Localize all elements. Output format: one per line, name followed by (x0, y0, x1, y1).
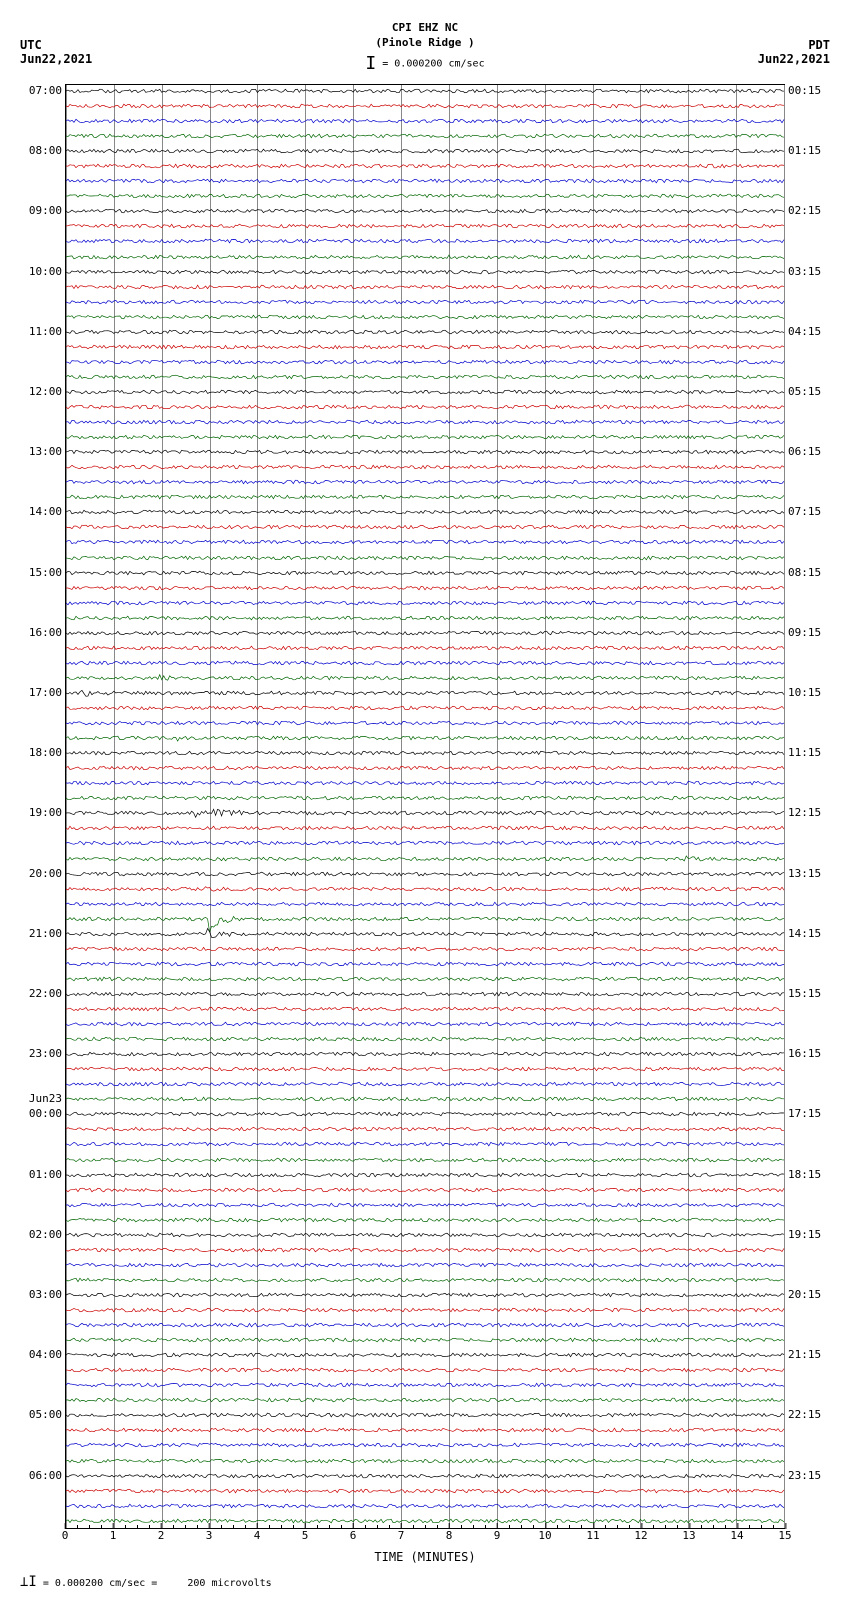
right-timezone-block: PDT Jun22,2021 (758, 38, 830, 66)
left-date: Jun22,2021 (20, 52, 92, 66)
seismogram-container: UTC Jun22,2021 PDT Jun22,2021 CPI EHZ NC… (20, 20, 830, 1590)
x-axis: TIME (MINUTES) 0123456789101112131415 (65, 1529, 785, 1564)
footer-scale: ⊥I = 0.000200 cm/sec = 200 microvolts (20, 1574, 830, 1590)
right-date: Jun22,2021 (758, 52, 830, 66)
left-timezone-block: UTC Jun22,2021 (20, 38, 92, 66)
x-axis-label: TIME (MINUTES) (374, 1550, 475, 1564)
seismogram-chart: TIME (MINUTES) 0123456789101112131415 07… (20, 84, 830, 1564)
chart-header: CPI EHZ NC (Pinole Ridge ) I = 0.000200 … (20, 20, 830, 76)
station-title: CPI EHZ NC (20, 20, 830, 35)
plot-area (65, 84, 785, 1529)
right-tz: PDT (758, 38, 830, 52)
station-location: (Pinole Ridge ) (20, 35, 830, 50)
left-tz: UTC (20, 38, 92, 52)
